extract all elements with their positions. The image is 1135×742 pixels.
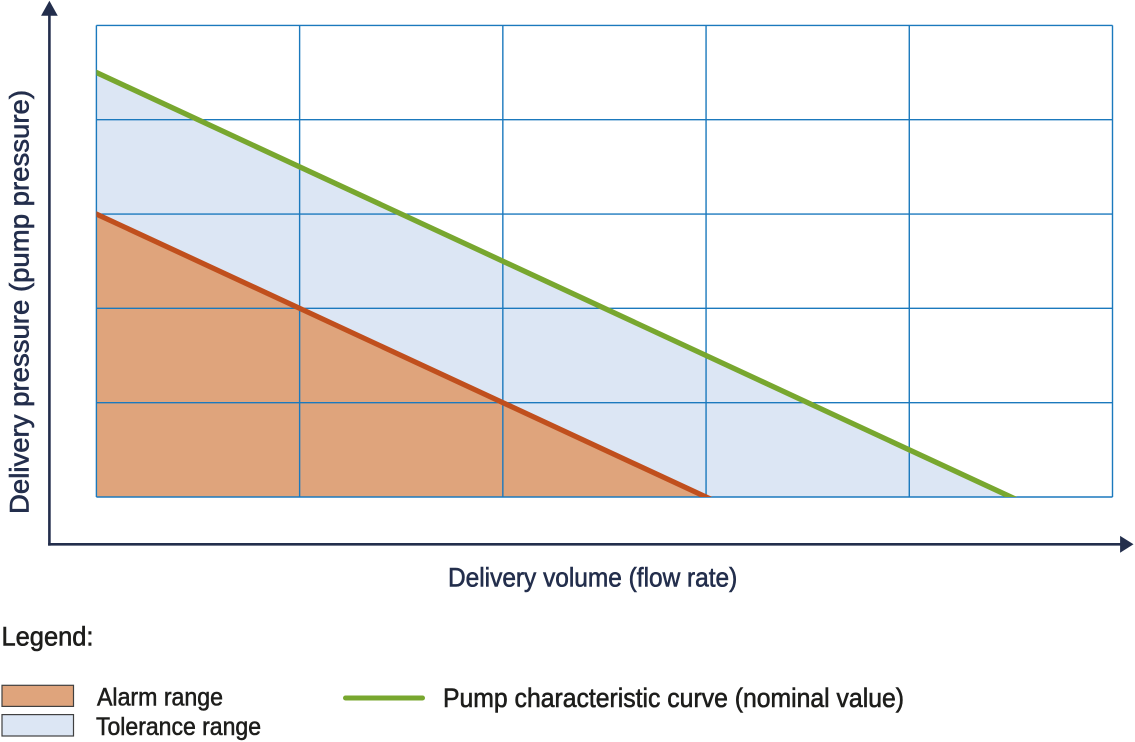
svg-text:Alarm range: Alarm range (97, 684, 223, 712)
svg-text:Tolerance range: Tolerance range (96, 713, 261, 741)
svg-text:Delivery volume (flow rate): Delivery volume (flow rate) (448, 562, 737, 592)
svg-text:Legend:: Legend: (2, 622, 94, 652)
svg-text:Delivery pressure (pump pressu: Delivery pressure (pump pressure) (5, 90, 35, 514)
svg-text:Pump characteristic curve (nom: Pump characteristic curve (nominal value… (443, 683, 904, 713)
